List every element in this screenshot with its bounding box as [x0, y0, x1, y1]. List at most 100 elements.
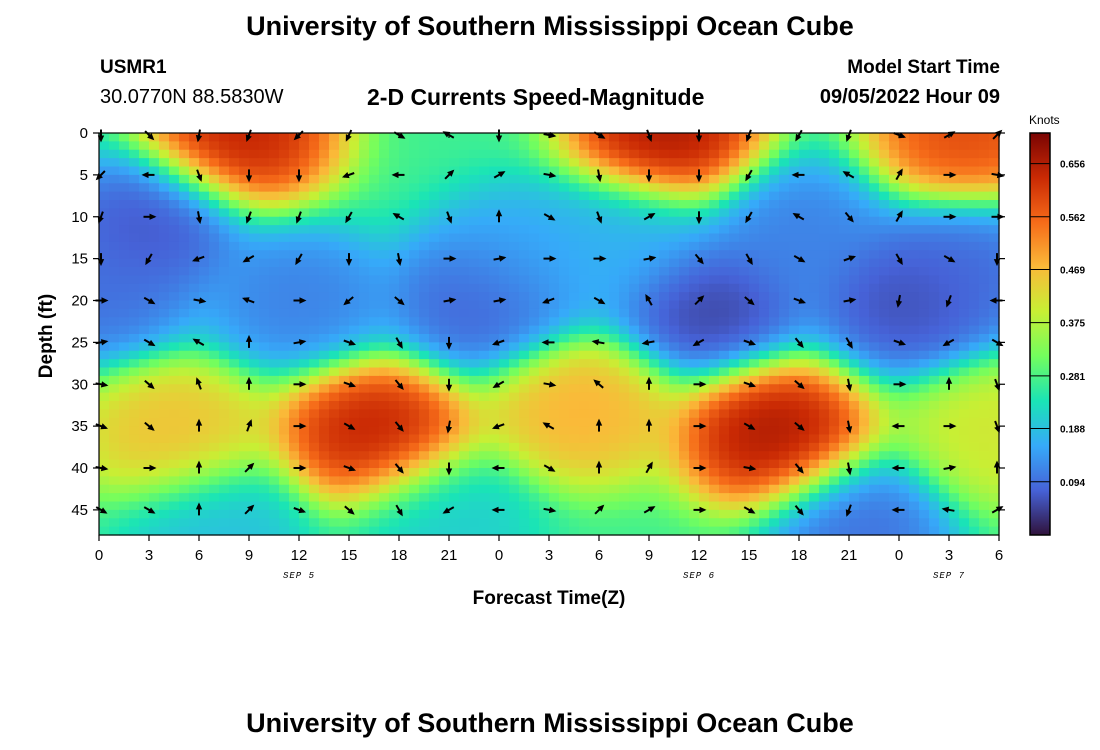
heat-cell: [369, 225, 380, 235]
heat-cell: [669, 350, 680, 360]
heat-cell: [199, 476, 210, 486]
heat-cell: [429, 241, 440, 251]
heat-cell: [749, 451, 760, 461]
heat-cell: [629, 233, 640, 243]
heat-cell: [759, 434, 770, 444]
heat-cell: [109, 451, 120, 461]
heat-cell: [619, 459, 630, 469]
heat-cell: [839, 267, 850, 276]
heat-cell: [839, 442, 850, 452]
heat-cell: [189, 442, 200, 452]
heat-cell: [199, 350, 210, 360]
heat-cell: [309, 308, 320, 318]
heat-cell: [349, 208, 360, 218]
heat-cell: [139, 518, 150, 528]
heat-cell: [709, 166, 720, 176]
heat-cell: [379, 158, 390, 168]
heat-cell: [489, 317, 500, 327]
heat-cell: [179, 216, 190, 226]
heat-cell: [769, 526, 780, 536]
heat-cell: [889, 459, 900, 469]
heat-cell: [659, 258, 670, 268]
heat-cell: [959, 308, 970, 318]
heat-cell: [329, 493, 340, 503]
heat-cell: [339, 241, 350, 251]
heat-cell: [709, 325, 720, 335]
heat-cell: [839, 325, 850, 335]
heat-cell: [389, 174, 400, 184]
heat-cell: [119, 200, 130, 209]
heat-cell: [169, 509, 180, 519]
heat-cell: [479, 325, 490, 335]
heat-cell: [189, 493, 200, 503]
heat-cell: [679, 158, 690, 168]
heat-cell: [309, 367, 320, 377]
heat-cell: [689, 174, 700, 184]
heat-cell: [659, 468, 670, 477]
heat-cell: [369, 250, 380, 260]
heat-cell: [159, 241, 170, 251]
heat-cell: [229, 442, 240, 452]
heat-cell: [489, 200, 500, 209]
heat-cell: [649, 409, 660, 419]
heat-cell: [129, 476, 140, 486]
heat-cell: [939, 518, 950, 528]
heat-cell: [659, 275, 670, 285]
heat-cell: [349, 434, 360, 444]
heat-cell: [149, 367, 160, 377]
heat-cell: [459, 133, 470, 142]
heat-cell: [549, 283, 560, 293]
heat-cell: [499, 384, 510, 394]
heat-cell: [679, 133, 690, 142]
heat-cell: [779, 200, 790, 209]
heat-cell: [589, 384, 600, 394]
heat-cell: [229, 258, 240, 268]
heat-cell: [299, 225, 310, 235]
heat-cell: [539, 325, 550, 335]
heat-cell: [559, 526, 570, 536]
heat-cell: [769, 258, 780, 268]
heat-cell: [769, 509, 780, 519]
heat-cell: [719, 417, 730, 427]
current-arrow-head: [242, 256, 251, 263]
heat-cell: [139, 526, 150, 536]
heat-cell: [379, 426, 390, 436]
heat-cell: [749, 401, 760, 410]
heat-cell: [349, 325, 360, 335]
heat-cell: [709, 518, 720, 528]
heat-cell: [679, 459, 690, 469]
heat-cell: [899, 200, 910, 209]
heat-cell: [599, 158, 610, 168]
heat-cell: [929, 417, 940, 427]
heat-cell: [539, 518, 550, 528]
heat-cell: [519, 241, 530, 251]
heat-cell: [419, 250, 430, 260]
heat-cell: [809, 342, 820, 352]
heat-cell: [939, 200, 950, 209]
heat-cell: [489, 141, 500, 151]
heat-cell: [279, 241, 290, 251]
heat-cell: [779, 384, 790, 394]
heat-cell: [459, 141, 470, 151]
heat-cell: [779, 208, 790, 218]
heat-cell: [649, 375, 660, 385]
heat-cell: [119, 417, 130, 427]
heat-cell: [99, 493, 110, 503]
heat-cell: [989, 267, 1000, 276]
heat-cell: [159, 250, 170, 260]
heat-cell: [469, 191, 480, 201]
heat-cell: [929, 208, 940, 218]
heat-cell: [389, 317, 400, 327]
heat-cell: [959, 208, 970, 218]
heat-cell: [909, 426, 920, 436]
heat-cell: [689, 509, 700, 519]
heat-cell: [909, 451, 920, 461]
heat-cell: [879, 241, 890, 251]
heat-cell: [789, 141, 800, 151]
heat-cell: [629, 426, 640, 436]
heat-cell: [619, 267, 630, 276]
heat-cell: [949, 267, 960, 276]
heat-cell: [629, 166, 640, 176]
heat-cell: [359, 233, 370, 243]
heat-cell: [619, 434, 630, 444]
